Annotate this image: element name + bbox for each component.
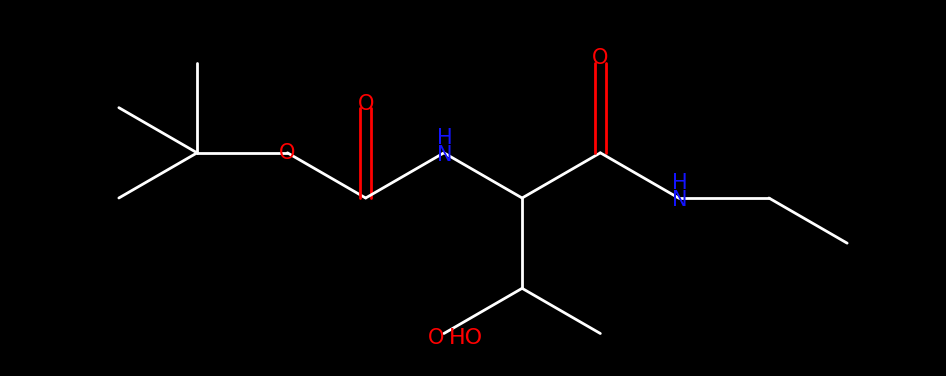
Text: N: N bbox=[672, 190, 688, 210]
Text: H: H bbox=[672, 173, 688, 193]
Text: HO: HO bbox=[448, 327, 483, 347]
Text: O: O bbox=[592, 49, 608, 68]
Text: O: O bbox=[428, 327, 444, 347]
Text: O: O bbox=[279, 143, 295, 163]
Text: H: H bbox=[437, 128, 453, 148]
Text: N: N bbox=[437, 145, 452, 165]
Text: O: O bbox=[358, 94, 374, 114]
